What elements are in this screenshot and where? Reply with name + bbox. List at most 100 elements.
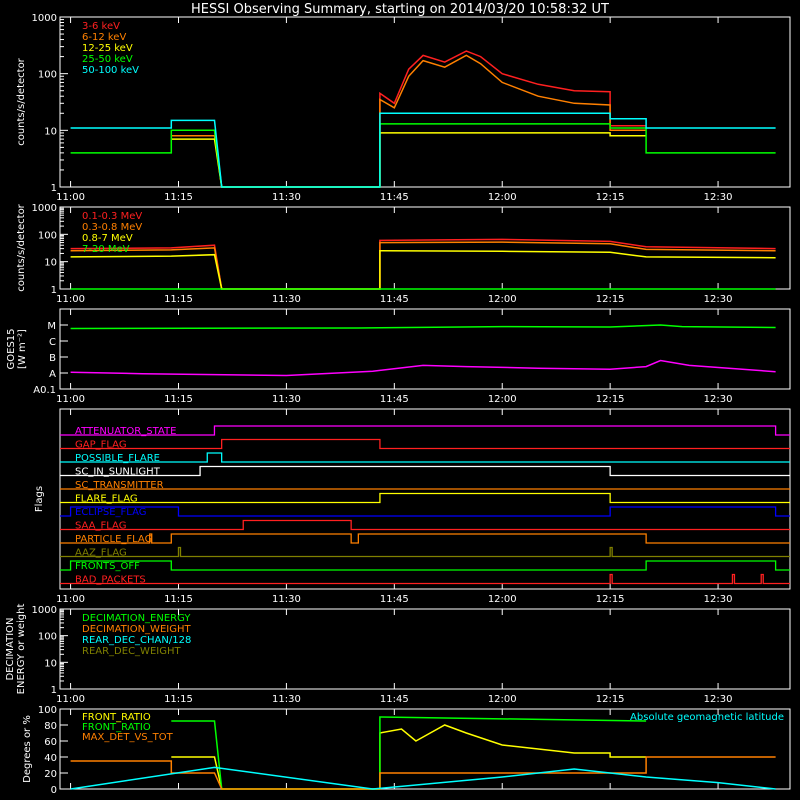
lightcurves-xtick-label: 11:15	[164, 192, 193, 203]
flag-label: POSSIBLE_FLARE	[75, 453, 160, 464]
goes-ylabel: GOES15	[6, 328, 17, 369]
flags-xtick-label: 12:15	[596, 594, 625, 605]
flag-label: ECLIPSE_FLAG	[75, 507, 146, 518]
decimation-ytick-label: 10	[44, 658, 57, 669]
goes-ylabel2: [W m⁻²]	[17, 329, 28, 369]
lightcurves-xtick-label: 12:00	[488, 192, 517, 203]
lightcurves-legend-entry: 50-100 keV	[82, 65, 139, 76]
goes-xtick-label: 11:15	[164, 394, 193, 405]
flag-label: BAD_PACKETS	[75, 575, 146, 586]
decimation-ytick-label: 100	[38, 632, 57, 643]
highenergy-panel: 11:00 11:15 11:30 11:45 12:00 12:15 12:30 1 10 10…	[16, 203, 791, 305]
lightcurves-legend-entry: 12-25 keV	[82, 43, 133, 54]
lightcurves-legend-entry: 3-6 keV	[82, 21, 120, 32]
highenergy-series-line	[70, 250, 776, 290]
goes-ytick-label: M	[47, 321, 56, 332]
ratios-ytick-label: 20	[44, 769, 57, 780]
ratios-legend-entry: FRONT_RATIO	[82, 722, 151, 733]
decimation-xtick-label: 11:30	[272, 694, 301, 705]
flag-trace	[60, 465, 790, 477]
lightcurves-ylabel: counts/s/detector	[16, 57, 27, 145]
goes-ytick-label: A	[49, 369, 56, 380]
figure-title: HESSI Observing Summary, starting on 201…	[191, 2, 609, 17]
lightcurves-ytick-label: 1	[51, 183, 57, 194]
decimation-legend-entry: REAR_DEC_WEIGHT	[82, 646, 181, 657]
decimation-xtick-label: 12:00	[488, 694, 517, 705]
goes-ytick-label: A0.1	[33, 385, 56, 396]
ratios-ytick-label: 100	[38, 705, 57, 716]
decimation-ytick-label: 1000	[32, 605, 57, 616]
goes-ytick-label: B	[49, 353, 56, 364]
ratios-ytick-label: 40	[44, 753, 57, 764]
lightcurves-ytick-label: 10	[44, 126, 57, 137]
flag-trace	[60, 573, 790, 585]
flag-trace	[60, 492, 790, 504]
highenergy-legend-entry: 7-20 MeV	[82, 244, 130, 255]
goes-xtick-label: 11:30	[272, 394, 301, 405]
highenergy-series-line	[70, 241, 776, 290]
decimation-xtick-label: 12:30	[704, 694, 733, 705]
decimation-ytick-label: 1	[51, 685, 57, 696]
lightcurves-series-line	[171, 54, 647, 188]
goes-panel: 11:00 11:15 11:30 11:45 12:00 12:15 12:30 A0.1 A…	[6, 308, 791, 405]
flag-label: ATTENUATOR_STATE	[75, 426, 176, 437]
flags-xtick-label: 12:30	[704, 594, 733, 605]
highenergy-xtick-label: 11:30	[272, 294, 301, 305]
flag-trace	[60, 425, 790, 436]
goes-series-line	[70, 324, 776, 330]
highenergy-ytick-label: 1	[51, 285, 57, 296]
goes-xtick-label: 12:15	[596, 394, 625, 405]
ratios-legend-entry: Absolute geomagnetic latitude	[630, 712, 784, 723]
decimation-xtick-label: 11:15	[164, 694, 193, 705]
flags-axes-frame	[59, 408, 791, 590]
lightcurves-series-line	[171, 50, 647, 188]
flags-panel: 11:00 11:15 11:30 11:45 12:00 12:15 12:30 Flags…	[34, 408, 791, 605]
lightcurves-series-line	[70, 112, 776, 188]
flags-xtick-label: 11:45	[380, 594, 409, 605]
flag-trace	[60, 533, 790, 544]
highenergy-xtick-label: 11:15	[164, 294, 193, 305]
flag-trace	[60, 452, 790, 463]
flag-trace	[60, 506, 790, 517]
flag-trace	[60, 438, 790, 450]
ratios-legend-entry: FRONT_RATIO	[82, 712, 151, 723]
lightcurves-legend-entry: 6-12 keV	[82, 32, 126, 43]
highenergy-legend-entry: 0.3-0.8 MeV	[82, 222, 142, 233]
ratios-series-line	[70, 766, 776, 790]
flag-trace	[60, 560, 790, 571]
highenergy-xtick-label: 12:30	[704, 294, 733, 305]
lightcurves-axes-frame	[59, 16, 791, 188]
decimation-ylabel: DECIMATION	[5, 617, 16, 680]
decimation-ylabel2: ENERGY or weight	[16, 604, 27, 695]
ratios-ytick-label: 80	[44, 721, 57, 732]
flag-label: SC_IN_SUNLIGHT	[75, 467, 161, 478]
flag-label: GAP_FLAG	[75, 440, 127, 451]
flags-xtick-label: 12:00	[488, 594, 517, 605]
highenergy-xtick-label: 11:45	[380, 294, 409, 305]
goes-xtick-label: 11:00	[56, 394, 85, 405]
lightcurves-series-line	[171, 132, 647, 188]
flag-label: AAZ_FLAG	[75, 548, 127, 559]
highenergy-legend-entry: 0.8-7 MeV	[82, 233, 133, 244]
ratios-ylabel: Degrees or %	[22, 715, 33, 783]
goes-xtick-label: 12:30	[704, 394, 733, 405]
goes-xtick-label: 11:45	[380, 394, 409, 405]
lightcurves-ytick-label: 1000	[32, 13, 57, 24]
decimation-legend-entry: DECIMATION_ENERGY	[82, 613, 191, 624]
ratios-series-line	[70, 756, 776, 790]
flag-trace	[60, 546, 790, 558]
highenergy-xtick-label: 12:00	[488, 294, 517, 305]
decimation-xtick-label: 12:15	[596, 694, 625, 705]
flags-xtick-label: 11:15	[164, 594, 193, 605]
decimation-axes-frame	[59, 608, 791, 690]
lightcurves-xtick-label: 11:30	[272, 192, 301, 203]
flag-label: FLARE_FLAG	[75, 494, 138, 505]
flag-trace	[60, 519, 790, 531]
flag-label: SC_TRANSMITTER	[75, 480, 164, 491]
goes-series-line	[70, 359, 776, 377]
decimation-legend-entry: DECIMATION_WEIGHT	[82, 624, 191, 635]
highenergy-xtick-label: 11:00	[56, 294, 85, 305]
lightcurves-legend-entry: 25-50 keV	[82, 54, 133, 65]
lightcurves-panel: 11:00 11:15 11:30 11:45 12:00 12:15 12:30 1 10 10…	[16, 13, 791, 203]
